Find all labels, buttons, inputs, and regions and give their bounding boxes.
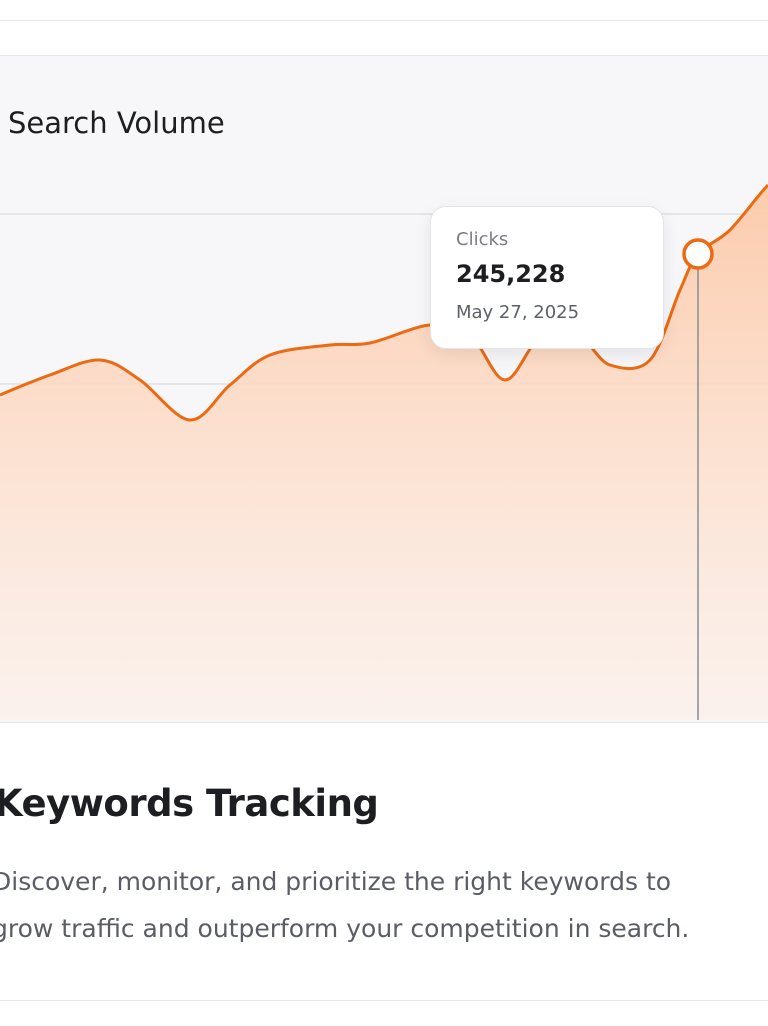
- area: [0, 185, 768, 720]
- divider: [0, 1000, 768, 1001]
- description-line: Discover, monitor, and prioritize the ri…: [0, 867, 672, 896]
- description: Discover, monitor, and prioritize the ri…: [0, 858, 768, 952]
- cursor-dot: [682, 238, 714, 270]
- heading: Keywords Tracking: [0, 782, 379, 825]
- divider: [0, 20, 768, 21]
- chart-graphic: [0, 183, 768, 720]
- tooltip-date: May 27, 2025: [456, 302, 580, 323]
- tooltip: Clicks 245,228 May 27, 2025: [430, 206, 664, 349]
- tooltip-label: Clicks: [456, 229, 509, 250]
- panel-title: Search Volume: [8, 106, 225, 140]
- description-line: grow traffic and outperform your competi…: [0, 914, 690, 943]
- tooltip-value: 245,228: [456, 260, 566, 288]
